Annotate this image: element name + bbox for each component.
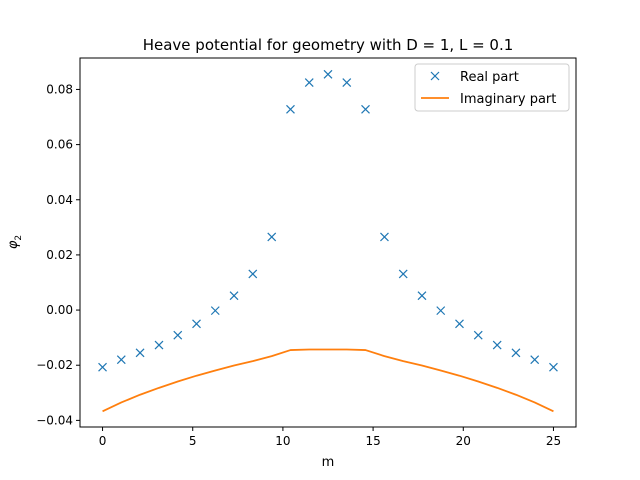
legend: Real part Imaginary part — [414, 63, 570, 112]
data-point-real-part — [511, 348, 521, 358]
chart-title: Heave potential for geometry with D = 1,… — [143, 36, 514, 54]
data-point-real-part — [342, 78, 352, 87]
y-tick-label: 0.00 — [46, 303, 73, 317]
data-point-real-part — [455, 319, 464, 329]
data-point-real-part — [436, 306, 446, 316]
data-point-real-part — [192, 319, 201, 329]
y-tick-label: 0.02 — [46, 248, 73, 262]
series-layer — [98, 69, 558, 413]
x-tick-label: 25 — [546, 434, 561, 448]
y-axis-ticks: −0.04 −0.02 0.00 0.02 0.04 0.06 0.08 — [36, 82, 80, 427]
data-point-real-part — [173, 330, 183, 340]
plot-frame — [79, 57, 577, 428]
x-tick-label: 20 — [456, 434, 471, 448]
data-point-real-part — [229, 291, 239, 301]
y-axis-label-symbol: φ — [6, 240, 21, 249]
plot-area — [79, 57, 577, 428]
y-axis-label: φ2 — [6, 235, 24, 249]
y-tick-label: 0.08 — [46, 82, 73, 96]
data-point-real-part — [530, 355, 540, 365]
data-point-real-part — [98, 362, 107, 372]
data-point-real-part — [323, 69, 333, 79]
data-point-real-part — [154, 340, 164, 350]
y-tick-label: −0.02 — [36, 358, 73, 372]
data-point-real-part — [135, 348, 145, 358]
data-point-real-part — [286, 104, 295, 114]
data-point-real-part — [492, 340, 502, 350]
data-point-real-part — [398, 269, 408, 279]
x-tick-label: 5 — [189, 434, 197, 448]
data-point-real-part — [116, 355, 126, 365]
data-point-real-part — [210, 306, 220, 316]
data-point-real-part — [361, 104, 370, 114]
y-tick-label: 0.06 — [46, 138, 73, 152]
y-tick-label: 0.04 — [46, 193, 73, 207]
y-tick-label: −0.04 — [36, 413, 73, 427]
x-tick-label: 0 — [99, 434, 107, 448]
data-point-real-part — [304, 78, 314, 87]
legend-label-imaginary: Imaginary part — [460, 92, 556, 107]
data-point-real-part — [267, 232, 277, 242]
x-axis-ticks: 0 5 10 15 20 25 — [99, 427, 561, 448]
data-point-real-part — [549, 362, 558, 372]
x-tick-label: 15 — [365, 434, 380, 448]
series-line-imaginary-part — [102, 348, 554, 413]
data-point-real-part — [380, 232, 389, 242]
x-tick-label: 10 — [275, 434, 290, 448]
legend-marker-real — [430, 71, 440, 81]
data-point-real-part — [248, 269, 258, 279]
x-axis-label: m — [322, 455, 335, 470]
data-point-real-part — [417, 291, 427, 301]
legend-label-real: Real part — [460, 70, 519, 85]
y-axis-label-subscript: 2 — [14, 235, 24, 241]
legend-box — [414, 63, 570, 112]
data-point-real-part — [473, 330, 483, 340]
